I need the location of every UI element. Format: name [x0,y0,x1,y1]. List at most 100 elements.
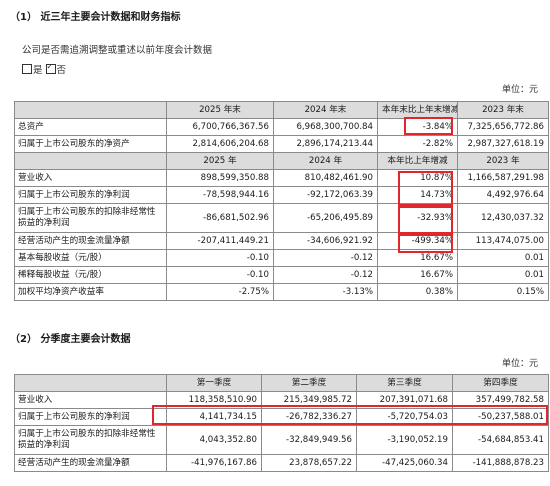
value-cell: -0.10 [166,266,274,284]
unit-label-2: 单位：元 [501,359,538,369]
value-cell: -3.84% [377,118,458,136]
value-cell: 2,814,606,204.68 [166,135,274,153]
value-cell: 810,482,461.90 [273,169,378,187]
value-cell: 4,492,976.64 [457,186,549,204]
value-cell: 0.38% [377,283,458,301]
header-cell: 本年比上年增减 [377,152,458,170]
table-row: 归属于上市公司股东的净利润 -78,598,944.16 -92,172,063.3… [14,186,549,204]
table-row: 基本每股收益（元/股） -0.10 -0.12 16.67% 0.01 [14,249,549,267]
row-label: 归属于上市公司股东的扣除非经常性损益的净利润 [14,425,167,455]
restatement-question: 公司是否需追溯调整或重述以前年度会计数据 [22,45,213,56]
table-subheader-row: 2025 年 2024 年本年比上年增减 2023 年 [14,152,549,170]
row-label: 归属于上市公司股东的净利润 [14,186,167,204]
table-row: 经营活动产生的现金流量净额 -207,411,449.21 -34,606,921.… [14,232,549,250]
value-cell: 357,499,782.58 [452,391,549,409]
row-label: 基本每股收益（元/股） [14,249,167,267]
table-row: 归属于上市公司股东的净资产 2,814,606,204.68 2,896,174,2… [14,135,549,153]
value-cell: -3,190,052.19 [356,425,453,455]
header-cell: 第四季度 [452,374,549,392]
header-cell: 2025 年 [166,152,274,170]
option-no-label: 是 [33,65,43,76]
table-row: 总资产 6,700,766,367.56 6,968,300,700.84 -3.84… [14,118,549,136]
value-cell: 118,358,510.90 [166,391,262,409]
row-label: 营业收入 [14,169,167,187]
row-label: 经营活动产生的现金流量净额 [14,232,167,250]
header-cell: 2024 年 [273,152,378,170]
value-cell: 0.01 [457,249,549,267]
quarterly-data-table: 第一季度 第二季度 第三季度 第四季度 营业收入 118,358,510.90 215,34… [14,374,549,472]
value-cell: 10.87% [377,169,458,187]
value-cell: -65,206,495.89 [273,203,378,233]
header-cell: 2023 年末 [457,101,549,119]
value-cell: -0.12 [273,249,378,267]
value-cell: -34,606,921.92 [273,232,378,250]
row-label: 归属于上市公司股东的净资产 [14,135,167,153]
value-cell: -26,782,336.27 [261,408,357,426]
value-cell: 113,474,075.00 [457,232,549,250]
value-cell: 16.67% [377,249,458,267]
value-cell: -499.34% [377,232,458,250]
header-cell: 2024 年末 [273,101,378,119]
section1-title: （1） 近三年主要会计数据和财务指标 [10,12,181,23]
table-row: 归属于上市公司股东的净利润 4,141,734.15 -26,782,336.27-… [14,408,549,426]
value-cell: -47,425,060.34 [356,454,453,472]
table-row: 归属于上市公司股东的扣除非经常性损益的净利润 4,043,352.80 -32,84… [14,425,549,455]
value-cell: 6,968,300,700.84 [273,118,378,136]
header-cell: 2023 年 [457,152,549,170]
value-cell: -0.12 [273,266,378,284]
value-cell: 1,166,587,291.98 [457,169,549,187]
section2-title: （2） 分季度主要会计数据 [10,334,131,345]
value-cell: 16.67% [377,266,458,284]
checkbox-no[interactable] [22,64,32,74]
header-cell: 第二季度 [261,374,357,392]
header-cell: 2025 年末 [166,101,274,119]
table-row: 归属于上市公司股东的扣除非经常性损益的净利润 -86,681,502.96 -65,… [14,203,549,233]
value-cell: 2,987,327,618.19 [457,135,549,153]
value-cell: 14.73% [377,186,458,204]
row-label: 经营活动产生的现金流量净额 [14,454,167,472]
header-cell: 本年末比上年末增减 [377,101,458,119]
option-yes-label: 否 [56,65,67,76]
header-cell: 第一季度 [166,374,262,392]
table-row: 加权平均净资产收益率 -2.75% -3.13% 0.38% 0.15% [14,283,549,301]
value-cell: 215,349,985.72 [261,391,357,409]
value-cell: 207,391,071.68 [356,391,453,409]
table-row: 营业收入 118,358,510.90 215,349,985.72 207,391,… [14,391,549,409]
value-cell: -207,411,449.21 [166,232,274,250]
table-header-row: 第一季度 第二季度 第三季度 第四季度 [14,374,549,392]
value-cell: -2.75% [166,283,274,301]
table-row: 经营活动产生的现金流量净额 -41,976,167.86 23,878,657.22… [14,454,549,472]
row-label: 总资产 [14,118,167,136]
value-cell: -0.10 [166,249,274,267]
value-cell: -50,237,588.01 [452,408,549,426]
row-label: 加权平均净资产收益率 [14,283,167,301]
value-cell: -54,684,853.41 [452,425,549,455]
value-cell: -86,681,502.96 [166,203,274,233]
value-cell: -32,849,949.56 [261,425,357,455]
value-cell: -141,888,878.23 [452,454,549,472]
value-cell: 4,043,352.80 [166,425,262,455]
value-cell: 0.01 [457,266,549,284]
unit-label-1: 单位：元 [501,85,538,95]
row-label: 稀释每股收益（元/股） [14,266,167,284]
value-cell: -41,976,167.86 [166,454,262,472]
restatement-options: 是 否 [22,62,66,76]
value-cell: 2,896,174,213.44 [273,135,378,153]
value-cell: 4,141,734.15 [166,408,262,426]
value-cell: -92,172,063.39 [273,186,378,204]
header-cell [14,374,167,392]
table-row: 稀释每股收益（元/股） -0.10 -0.12 16.67% 0.01 [14,266,549,284]
value-cell: -3.13% [273,283,378,301]
value-cell: 23,878,657.22 [261,454,357,472]
value-cell: 898,599,350.88 [166,169,274,187]
value-cell: -32.93% [377,203,458,233]
checkbox-yes-checked[interactable] [45,62,56,74]
value-cell: 0.15% [457,283,549,301]
value-cell: -78,598,944.16 [166,186,274,204]
annual-data-table: 2025 年末 2024 年末 本年末比上年末增减 2023 年末 总资产 6,700,7… [14,101,549,301]
table-row: 营业收入 898,599,350.88 810,482,461.90 10.87% 1,… [14,169,549,187]
header-cell [14,152,167,170]
value-cell: 6,700,766,367.56 [166,118,274,136]
value-cell: 7,325,656,772.86 [457,118,549,136]
header-cell: 第三季度 [356,374,453,392]
